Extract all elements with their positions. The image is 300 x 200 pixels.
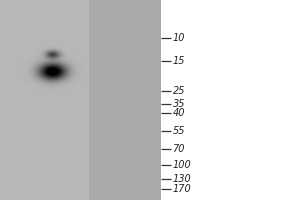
Text: 55: 55 [172,126,185,136]
Text: 40: 40 [172,108,185,118]
Text: 35: 35 [172,99,185,109]
Text: 25: 25 [172,86,185,96]
Text: 15: 15 [172,56,185,66]
Text: 130: 130 [172,174,191,184]
Text: 10: 10 [172,33,185,43]
Text: 70: 70 [172,144,185,154]
Text: 100: 100 [172,160,191,170]
Text: 170: 170 [172,184,191,194]
